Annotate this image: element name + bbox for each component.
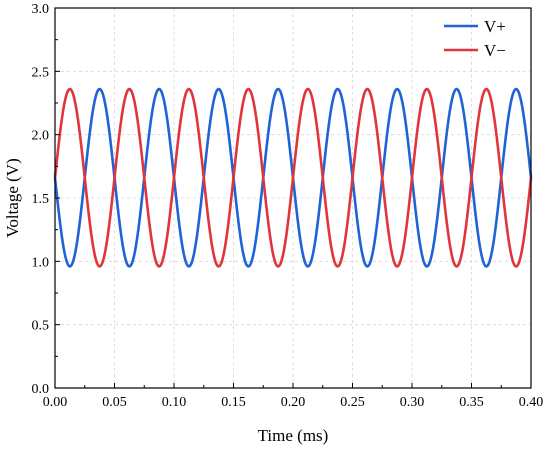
x-tick-label: 0.30 (400, 395, 425, 410)
y-tick-label: 2.0 (32, 129, 50, 144)
y-tick-labels: 0.0 0.5 1.0 1.5 2.0 2.5 3.0 (32, 2, 50, 397)
y-tick-label: 0.0 (32, 382, 50, 397)
x-tick-label: 0.25 (340, 395, 365, 410)
x-tick-label: 0.35 (459, 395, 484, 410)
x-tick-label: 0.40 (519, 395, 544, 410)
x-tick-label: 0.10 (162, 395, 187, 410)
x-tick-labels: 0.00 0.05 0.10 0.15 0.20 0.25 0.30 0.35 0.40 (43, 395, 544, 410)
legend-label: V− (484, 41, 506, 60)
series-line-v-minus (53, 87, 533, 268)
x-tick-label: 0.15 (221, 395, 246, 410)
x-tick-label: 0.05 (102, 395, 127, 410)
x-tick-label: 0.20 (281, 395, 306, 410)
legend-label: V+ (484, 17, 506, 36)
x-axis-title: Time (ms) (258, 426, 329, 445)
grid (55, 8, 531, 388)
y-tick-label: 1.5 (32, 192, 50, 207)
series-group (53, 87, 533, 268)
y-tick-label: 1.0 (32, 255, 50, 270)
legend: V+ V− (444, 17, 506, 60)
y-tick-label: 2.5 (32, 65, 50, 80)
y-axis-title: Voltage (V) (3, 158, 22, 237)
axis-ticks (54, 7, 532, 389)
y-tick-label: 3.0 (32, 2, 50, 17)
y-tick-label: 0.5 (32, 319, 50, 334)
x-tick-label: 0.00 (43, 395, 68, 410)
